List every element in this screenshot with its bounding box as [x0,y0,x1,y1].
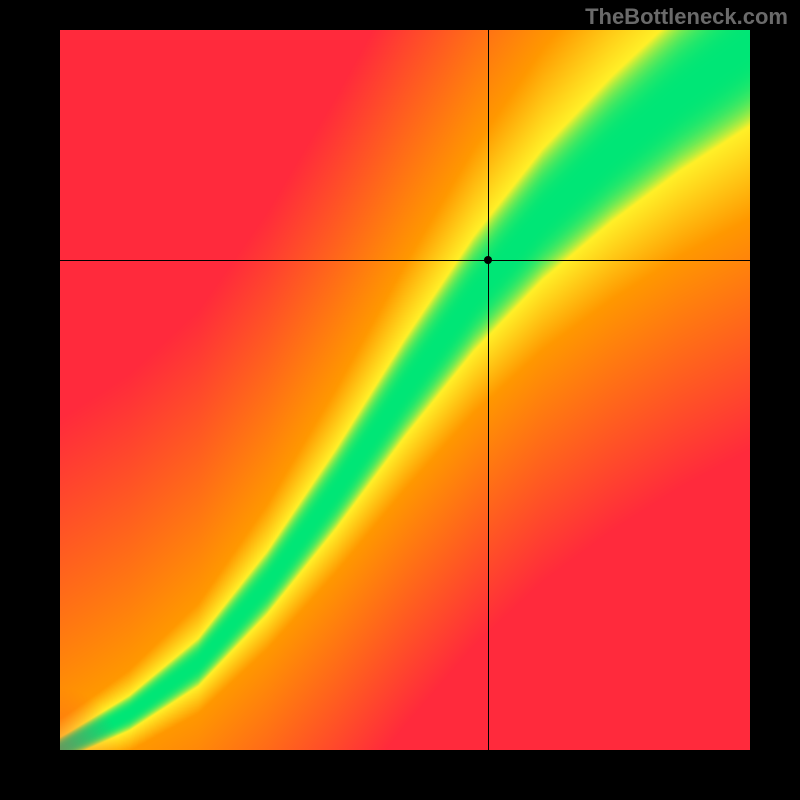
crosshair-horizontal [60,260,750,261]
watermark-text: TheBottleneck.com [585,4,788,30]
heatmap-canvas [60,30,750,750]
crosshair-vertical [488,30,489,750]
chart-area [60,30,750,750]
chart-container: TheBottleneck.com [0,0,800,800]
marker-dot [484,256,492,264]
